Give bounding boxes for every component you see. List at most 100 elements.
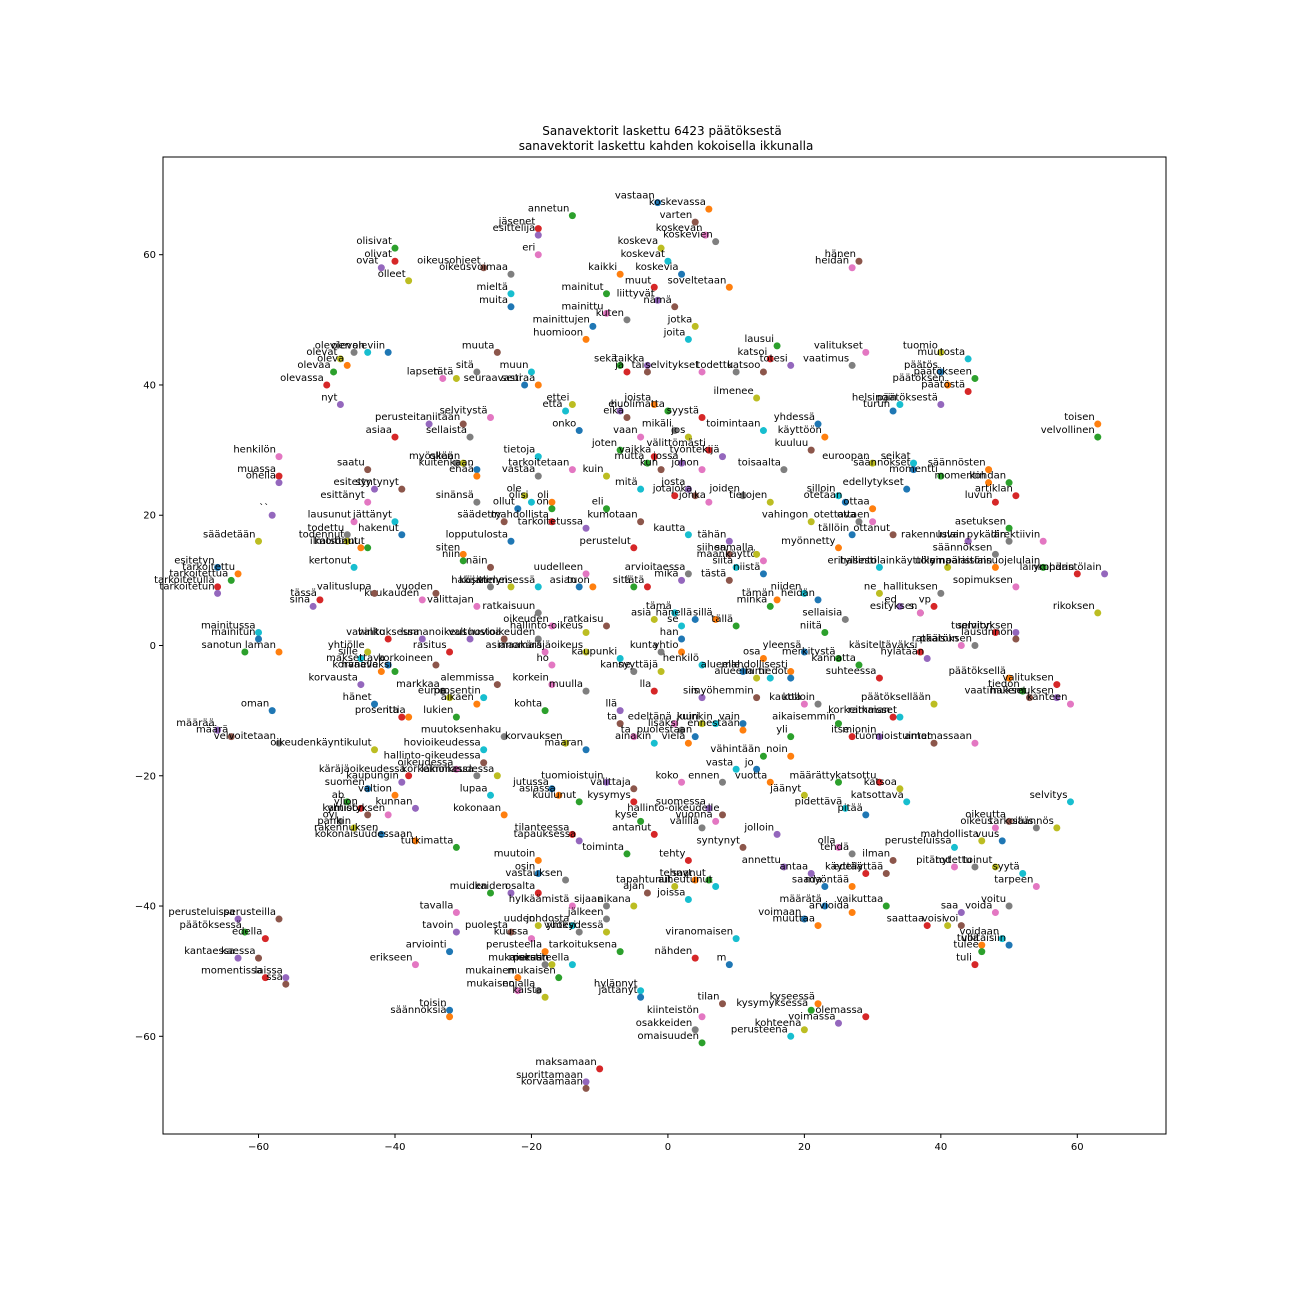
scatter-point bbox=[753, 674, 761, 682]
point-label: jonka bbox=[678, 490, 706, 501]
point-label: vahinko bbox=[346, 627, 385, 638]
point-label: suorittamaan bbox=[516, 1070, 583, 1081]
point-label: kysymys bbox=[587, 790, 630, 801]
point-label: muulla bbox=[549, 679, 583, 690]
point-label: tapahtunut bbox=[616, 874, 672, 885]
point-label: ajan bbox=[623, 881, 644, 892]
scatter-point bbox=[869, 459, 877, 467]
scatter-point bbox=[364, 544, 372, 552]
scatter-point bbox=[944, 381, 952, 389]
point-label: saattaa bbox=[887, 914, 925, 925]
point-label: lausui bbox=[745, 334, 775, 345]
scatter-point bbox=[255, 628, 263, 636]
scatter-point bbox=[855, 257, 863, 265]
x-tick-label: 40 bbox=[934, 1142, 947, 1153]
point-label: niitä bbox=[800, 620, 822, 631]
scatter-point bbox=[671, 720, 679, 728]
scatter-point bbox=[678, 622, 686, 630]
point-label: katsonut bbox=[314, 536, 358, 547]
scatter-point bbox=[589, 322, 597, 330]
scatter-point bbox=[787, 1032, 795, 1040]
scatter-point bbox=[603, 472, 611, 480]
scatter-point bbox=[534, 922, 542, 930]
point-label: perusteella bbox=[513, 953, 569, 964]
point-label: pitää bbox=[837, 803, 862, 814]
point-label: hänet bbox=[343, 692, 372, 703]
scatter-point bbox=[487, 889, 495, 897]
point-label: luvun bbox=[965, 490, 993, 501]
scatter-point bbox=[725, 537, 733, 545]
point-label: jolloin bbox=[743, 822, 774, 833]
y-tick-label: 60 bbox=[143, 250, 156, 261]
point-label: kaupunki bbox=[571, 647, 617, 658]
point-label: ennen bbox=[688, 770, 719, 781]
scatter-point bbox=[684, 335, 692, 343]
scatter-point bbox=[507, 270, 515, 278]
scatter-point bbox=[1012, 583, 1020, 591]
scatter-point bbox=[1039, 537, 1047, 545]
scatter-point bbox=[841, 615, 849, 623]
scatter-point bbox=[541, 948, 549, 956]
scatter-point bbox=[766, 778, 774, 786]
scatter-point bbox=[950, 863, 958, 871]
scatter-point bbox=[848, 909, 856, 917]
point-label: siis bbox=[683, 686, 699, 697]
scatter-point bbox=[391, 668, 399, 676]
point-label: laman bbox=[245, 640, 276, 651]
point-label: luvan bbox=[938, 529, 966, 540]
scatter-point bbox=[637, 987, 645, 995]
point-label: jättänyt bbox=[352, 510, 392, 521]
scatter-point bbox=[568, 922, 576, 930]
point-label: tuomion bbox=[951, 620, 992, 631]
point-label: asiaa bbox=[366, 425, 392, 436]
scatter-point bbox=[698, 720, 706, 728]
scatter-point bbox=[705, 498, 713, 506]
point-label: syyttäjä bbox=[618, 660, 658, 671]
point-label: olevan bbox=[331, 340, 364, 351]
scatter-point bbox=[507, 928, 515, 936]
point-label: kuin bbox=[583, 464, 604, 475]
scatter-point bbox=[582, 1078, 590, 1086]
scatter-point bbox=[678, 635, 686, 643]
scatter-point bbox=[575, 837, 583, 845]
scatter-point bbox=[1101, 570, 1109, 578]
scatter-point bbox=[473, 472, 481, 480]
scatter-point bbox=[800, 589, 808, 597]
scatter-point bbox=[916, 609, 924, 617]
scatter-point bbox=[875, 589, 883, 597]
point-label: saada bbox=[792, 874, 822, 885]
scatter-point bbox=[654, 199, 662, 207]
scatter-point bbox=[575, 427, 583, 435]
point-label: asianomais bbox=[486, 640, 543, 651]
point-label: artiklan bbox=[975, 484, 1013, 495]
scatter-point bbox=[568, 466, 576, 474]
scatter-point bbox=[1039, 563, 1047, 571]
scatter-point bbox=[671, 303, 679, 311]
point-label: kuinkin bbox=[677, 712, 713, 723]
scatter-point bbox=[732, 935, 740, 943]
point-label: yhtio bbox=[653, 640, 678, 651]
scatter-point bbox=[603, 915, 611, 923]
point-label: voidaan bbox=[959, 927, 999, 938]
scatter-point bbox=[834, 843, 842, 851]
point-label: oyj bbox=[323, 809, 338, 820]
scatter-point bbox=[411, 961, 419, 969]
scatter-point bbox=[657, 648, 665, 656]
scatter-point bbox=[787, 361, 795, 369]
scatter-point bbox=[691, 492, 699, 500]
scatter-point bbox=[1053, 694, 1061, 702]
point-label: varten bbox=[660, 210, 693, 221]
point-label: ed bbox=[884, 594, 897, 605]
scatter-point bbox=[759, 557, 767, 565]
point-label: mainittu bbox=[562, 301, 604, 312]
scatter-point bbox=[1053, 681, 1061, 689]
scatter-point bbox=[691, 954, 699, 962]
point-label: kaupungin bbox=[346, 770, 399, 781]
scatter-point bbox=[705, 876, 713, 884]
scatter-point bbox=[964, 387, 972, 395]
scatter-point bbox=[1005, 902, 1013, 910]
chart-title: Sanavektorit laskettu 6423 päätöksestä bbox=[542, 124, 782, 138]
scatter-point bbox=[991, 550, 999, 558]
point-label: prosentin bbox=[434, 686, 481, 697]
point-label: rikoksen bbox=[1053, 601, 1095, 612]
